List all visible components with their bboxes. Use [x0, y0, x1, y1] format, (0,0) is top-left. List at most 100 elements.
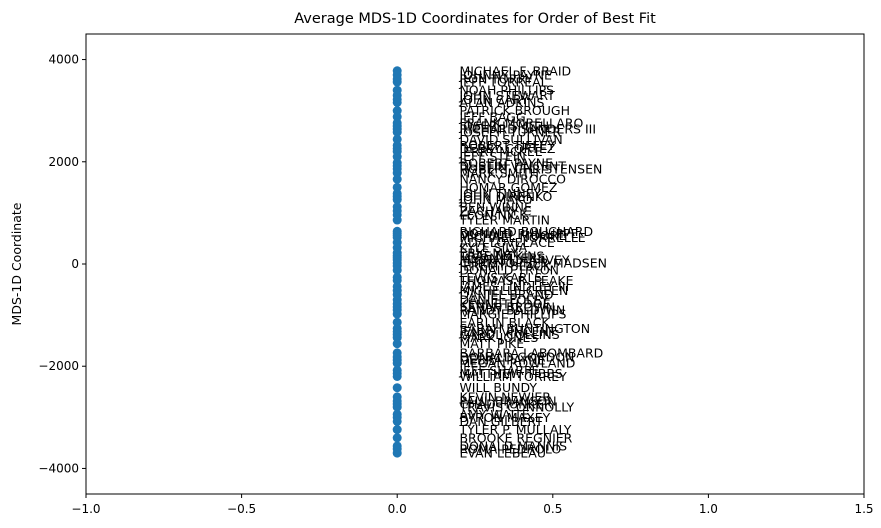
point-label: FRANK MORELLARO: [459, 115, 583, 130]
point-label: ROBERT PAYNE: [459, 155, 553, 170]
x-tick-label: 0.5: [543, 502, 562, 516]
point-label: JASON MYERS: [458, 250, 545, 265]
point-label: SARAH BROWN: [459, 299, 555, 314]
point-label: NANCY DIROCCO: [459, 172, 566, 187]
point-label: NOAH PHILLIPS: [459, 83, 554, 98]
point-label: WILL BUNDY: [459, 380, 537, 395]
point-label: ERIC MAY: [459, 245, 518, 260]
point-label: JOHN DIRENKO: [458, 189, 552, 204]
data-point: [392, 309, 402, 319]
point-label: MICHAEL MOORE: [459, 228, 566, 243]
point-label: BROOKE REGNIER: [459, 430, 572, 445]
data-point: [392, 339, 402, 349]
data-point: [392, 416, 402, 426]
point-label: DEBBY CORTEZ: [459, 141, 555, 156]
data-points-layer: [392, 66, 402, 458]
x-tick-label: −0.5: [227, 502, 256, 516]
y-tick-label: 0: [71, 257, 79, 271]
data-point: [392, 97, 402, 107]
point-label: TYLER MARTIN: [458, 213, 550, 228]
point-label: TYLER P. MULLALY: [458, 422, 571, 437]
point-label: CHAD HUNKER: [459, 397, 552, 412]
point-label: DAN GILBERT: [459, 414, 543, 429]
point-label: LEWIS KARLS: [459, 270, 542, 285]
point-label: DONALD TRYON: [459, 263, 559, 278]
point-label: ZACHARY C: [459, 203, 531, 218]
point-label: EVAN LEBEAU: [459, 446, 546, 461]
point-label: KEVIN NEWIER: [459, 389, 551, 404]
point-label: AMY WAITE: [459, 407, 529, 422]
point-label: JEFF TORREAL: [458, 75, 547, 90]
point-label: THOMAS R. FEAKE: [458, 273, 573, 288]
point-label: TRAVIS CONNOLLY: [458, 400, 574, 415]
data-point: [392, 358, 402, 368]
x-tick-label: 0.0: [388, 502, 407, 516]
point-label: DAVID SULLIVAN: [459, 132, 562, 147]
x-tick-label: −1.0: [71, 502, 100, 516]
point-label: MICHAEL NORRELLE: [459, 230, 585, 245]
point-label: MARK JONES: [459, 330, 538, 345]
point-label: LEON NICK: [459, 207, 528, 222]
y-tick-label: −4000: [38, 461, 79, 475]
data-point: [392, 425, 402, 435]
data-point: [392, 265, 402, 275]
point-label: DONALD GORDON: [459, 350, 574, 365]
point-label: EARLIN BLACK: [459, 315, 550, 330]
x-tick-label: 1.0: [699, 502, 718, 516]
point-label: JAMES LINDLEY III: [458, 279, 569, 294]
point-label: JOHN CARY: [458, 92, 528, 107]
point-label: ROBERT TIFFEY: [459, 138, 555, 153]
point-label: BEN WINNE: [459, 199, 532, 214]
point-label: MICHELLE CREEN: [459, 283, 568, 298]
point-label: JOHNNY PAYNE: [458, 67, 552, 82]
point-label: MATT PIKE: [459, 336, 524, 351]
point-label: JOHN TINNEY: [458, 186, 541, 201]
point-label: MARK SMITH: [459, 166, 539, 181]
point-label: RON TORRY: [459, 71, 533, 86]
point-label: BARBARA LABOMBARD: [459, 345, 603, 360]
y-tick-label: 4000: [48, 53, 79, 67]
point-label: RANDY BALDWIN: [459, 303, 565, 318]
point-label: JOHN MAKO: [458, 192, 532, 207]
data-point: [392, 448, 402, 458]
point-label: JOSEPH TURNER: [458, 125, 561, 140]
point-label: ADA LOVELACE: [459, 235, 554, 250]
point-label: DANIEL BRAND: [459, 287, 553, 302]
point-label: JERRY MCKEE: [458, 144, 542, 159]
data-point: [392, 174, 402, 184]
data-point: [392, 127, 402, 137]
data-point: [392, 77, 402, 87]
point-label: WILLIAM TORREY: [459, 369, 567, 384]
point-label: MEGAN ROWLAND: [459, 356, 575, 371]
data-point: [392, 195, 402, 205]
point-label: DONALD MANNIS: [459, 438, 567, 453]
point-label: DANIEL FOLEY: [459, 292, 549, 307]
point-label: PATRICK BROUGH: [459, 103, 570, 118]
data-point: [392, 371, 402, 381]
point-label: ROBERT CHRISTENSEN: [459, 161, 602, 176]
point-label: JEREMY BLACK: [458, 259, 551, 274]
point-label: ALAN ADKINS: [459, 95, 544, 110]
point-label: HOMAR GOMEZ: [459, 180, 557, 195]
plot-frame: [85, 33, 865, 495]
x-tick-label: 1.5: [854, 502, 873, 516]
data-point: [392, 402, 402, 412]
point-label: JENNY VINCENT: [458, 324, 556, 339]
point-label: MARGIE PHILLIPS: [459, 307, 566, 322]
point-label: MICHAEL F. BRAID: [459, 63, 571, 78]
point-label: RICHARD BOUCHARD: [459, 224, 593, 239]
point-label: JOHN STEWART: [458, 88, 555, 103]
chart-title: Average MDS-1D Coordinates for Order of …: [294, 11, 656, 27]
data-point: [392, 433, 402, 443]
data-point: [392, 383, 402, 393]
point-label: CHRISTOPHER MADSEN: [459, 255, 607, 270]
point-label: BYRON MAXEY: [459, 410, 550, 425]
point-label: KYLE SILVA: [459, 240, 527, 255]
point-label: RICHARD SANDERS III: [459, 122, 596, 137]
data-point: [392, 215, 402, 225]
point-label: JEFF SHARPE: [458, 363, 539, 378]
point-label: JEFF BAGG: [458, 109, 525, 124]
